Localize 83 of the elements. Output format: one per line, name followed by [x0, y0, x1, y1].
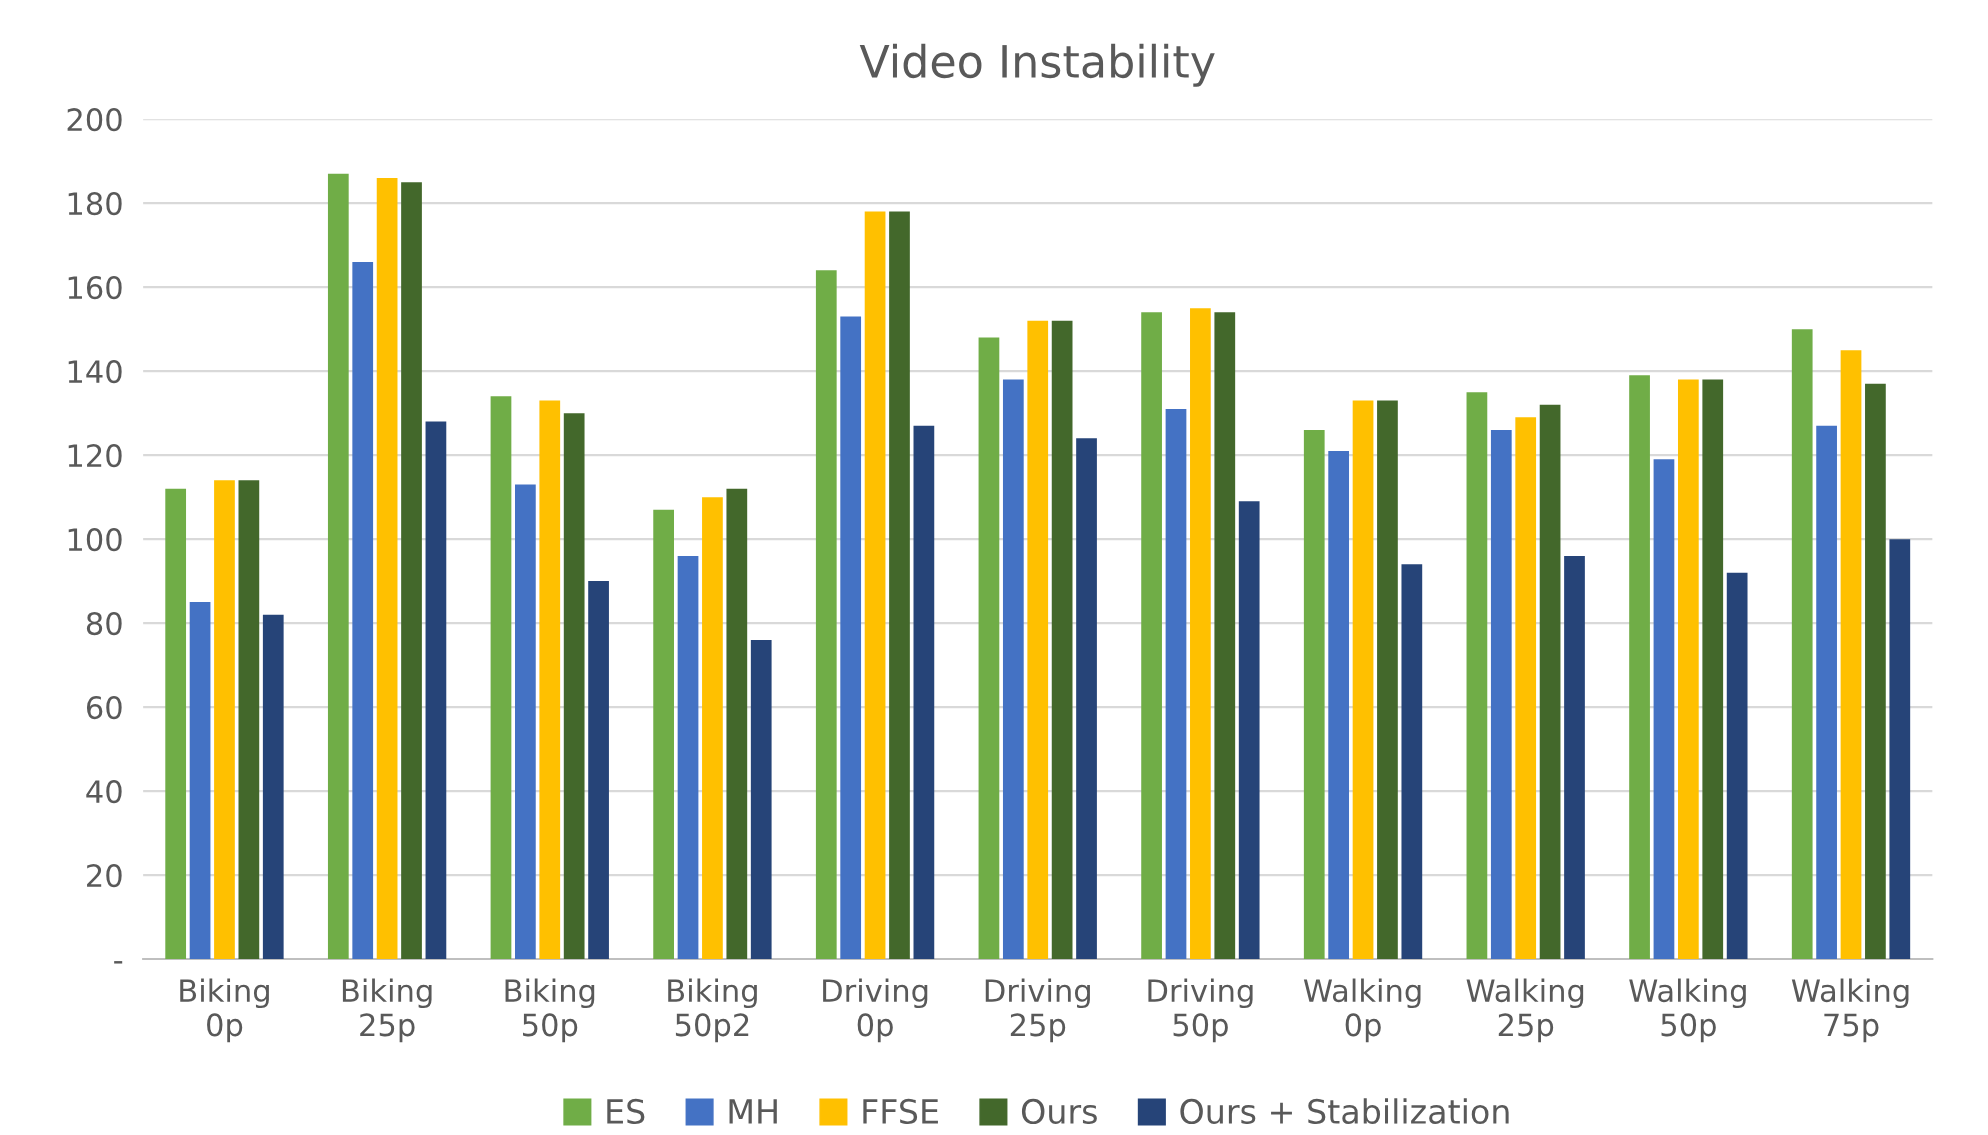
y-tick-label: -: [114, 961, 123, 964]
bar: [677, 555, 699, 960]
bar: [588, 581, 609, 960]
bar: [1515, 417, 1537, 960]
bar: [1027, 320, 1049, 960]
legend-label: ES: [607, 1098, 645, 1125]
x-tick-label: Biking 25p: [342, 978, 432, 1043]
bar: [653, 509, 674, 960]
bar: [1726, 572, 1748, 960]
bar: [702, 497, 723, 960]
bar: [214, 480, 235, 960]
bar: [539, 400, 561, 960]
x-tick-label: Walking 25p: [1466, 978, 1584, 1043]
bar: [889, 211, 910, 960]
x-tick-label: Walking 75p: [1791, 978, 1909, 1043]
bar: [913, 425, 935, 960]
legend-label: FFSE: [863, 1098, 938, 1125]
x-tick-label: Driving 0p: [823, 978, 928, 1043]
bar: [401, 182, 422, 960]
bar: [1840, 350, 1862, 960]
bar: [1238, 501, 1260, 960]
x-tick-label: Biking 50p: [505, 978, 595, 1043]
bar: [1214, 312, 1236, 960]
legend-label: Ours: [1021, 1098, 1097, 1125]
bar: [563, 413, 585, 960]
bar: [1466, 392, 1488, 960]
bar: [1539, 404, 1561, 960]
x-tick-label: Biking 0p: [180, 978, 269, 1043]
bar: [1165, 408, 1187, 960]
legend-label: MH: [729, 1099, 777, 1124]
bar: [815, 270, 837, 960]
bar: [1303, 429, 1325, 960]
bar: [1141, 312, 1162, 960]
bar: [262, 614, 284, 960]
bar: [864, 211, 886, 960]
y-tick-label: 140: [68, 360, 122, 384]
bar: [1377, 400, 1398, 960]
bar: [1629, 375, 1650, 960]
y-tick-label: 100: [68, 528, 122, 552]
y-tick-label: 40: [86, 780, 122, 804]
bar: [327, 173, 349, 960]
bar: [726, 488, 748, 960]
bar: [1653, 459, 1675, 960]
bar: [1352, 400, 1374, 960]
bar: [1328, 450, 1350, 960]
y-tick-label: 80: [86, 612, 122, 636]
bar: [1490, 429, 1512, 960]
bar: [238, 480, 260, 960]
legend-label: Ours + Stabilization: [1180, 1098, 1509, 1125]
bar: [376, 177, 398, 960]
x-tick-label: Driving 50p: [1148, 978, 1253, 1043]
bar: [978, 337, 1000, 960]
x-tick-label: Biking 50p2: [668, 978, 757, 1043]
bar: [352, 261, 374, 960]
bar: [189, 602, 211, 960]
bar: [1816, 425, 1837, 960]
bar: [1190, 308, 1211, 960]
bar: [1002, 379, 1024, 960]
bar: [1889, 539, 1911, 960]
x-tick-label: Walking 0p: [1303, 978, 1421, 1043]
bar: [1076, 438, 1097, 960]
bar: [750, 639, 772, 960]
bar: [840, 316, 862, 960]
bar: [165, 488, 187, 960]
y-tick-label: 160: [68, 276, 122, 300]
bar: [1865, 383, 1886, 960]
x-tick-label: Driving 25p: [985, 978, 1090, 1043]
bar: [1401, 564, 1423, 960]
bar: [425, 421, 447, 960]
bar: [1702, 379, 1724, 960]
chart-title: Video Instability: [859, 43, 1215, 87]
bar: [490, 396, 512, 960]
y-tick-label: 180: [68, 192, 122, 216]
bar: [515, 484, 536, 960]
y-tick-label: 60: [86, 696, 122, 720]
bar: [1051, 320, 1073, 960]
bar: [1564, 555, 1585, 960]
y-tick-label: 120: [68, 444, 122, 468]
x-tick-label: Walking 50p: [1629, 978, 1746, 1043]
y-tick-label: 200: [67, 108, 122, 132]
bar: [1677, 379, 1699, 960]
bar: [1791, 329, 1813, 960]
y-tick-label: 20: [87, 864, 122, 888]
